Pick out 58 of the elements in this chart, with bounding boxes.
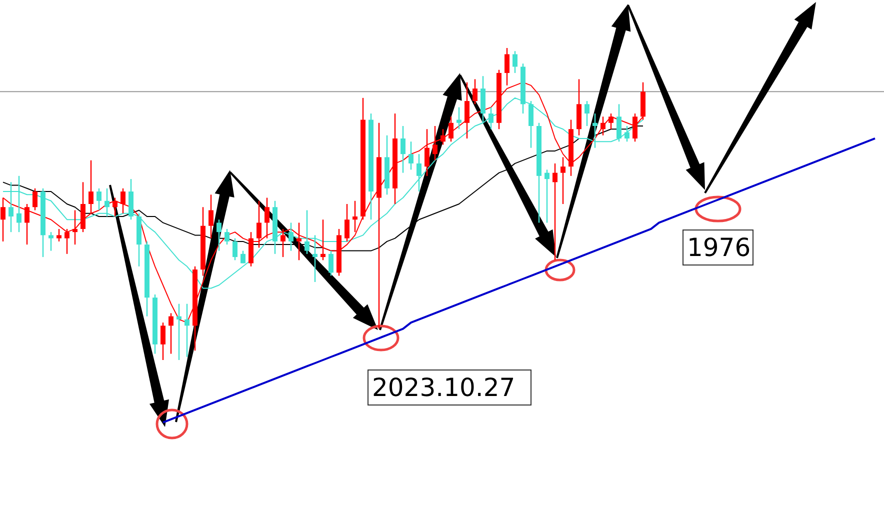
candlestick xyxy=(88,160,94,214)
candlestick xyxy=(224,228,230,246)
candlestick xyxy=(424,128,430,177)
candlestick xyxy=(160,322,166,361)
candlestick xyxy=(600,116,606,136)
candlestick xyxy=(448,116,454,142)
candlestick xyxy=(504,47,510,86)
candlestick xyxy=(16,175,22,233)
candlestick xyxy=(432,125,438,161)
candlestick xyxy=(608,112,614,130)
candlestick xyxy=(208,194,214,239)
candlestick xyxy=(120,188,126,214)
candlestick xyxy=(48,231,54,252)
candlestick xyxy=(544,169,550,224)
candlestick xyxy=(280,228,286,258)
candlestick xyxy=(456,106,462,130)
candlestick xyxy=(560,156,566,205)
candlestick xyxy=(8,182,14,233)
annotation: 1976 xyxy=(687,233,751,262)
candlestick xyxy=(592,112,598,148)
candlestick xyxy=(400,125,406,174)
candlestick xyxy=(632,112,638,142)
candlestick xyxy=(552,162,558,261)
candlestick xyxy=(512,50,518,74)
candlestick xyxy=(216,219,222,252)
candlestick xyxy=(64,228,70,255)
candlestick xyxy=(296,222,302,261)
candlestick xyxy=(352,200,358,233)
candlestick xyxy=(168,312,174,354)
candlestick xyxy=(56,228,62,242)
candlestick xyxy=(320,219,326,261)
candlestick xyxy=(96,188,102,211)
candlestick xyxy=(528,100,534,148)
candlestick xyxy=(112,197,118,218)
candlestick xyxy=(408,141,414,170)
candlestick xyxy=(256,200,262,248)
candlestick xyxy=(304,210,310,255)
candlestick xyxy=(24,203,30,246)
candlestick xyxy=(240,250,246,264)
candlestick xyxy=(264,197,270,239)
candlestick xyxy=(472,78,478,105)
candlestick xyxy=(328,250,334,276)
candlestick xyxy=(616,104,622,142)
candlestick xyxy=(32,188,38,211)
candlestick xyxy=(344,203,350,242)
text: 2023.10.27 xyxy=(372,373,516,402)
candlestick xyxy=(584,100,590,127)
candlestick xyxy=(288,222,294,252)
candlestick xyxy=(312,234,318,283)
candlestick xyxy=(232,238,238,261)
candlestick xyxy=(184,303,190,358)
candlestick xyxy=(104,188,110,218)
candlestick xyxy=(488,106,494,130)
candlestick xyxy=(72,210,78,246)
candlestick xyxy=(416,153,422,192)
candlestick xyxy=(176,303,182,361)
candlestick xyxy=(624,125,630,142)
candlestick xyxy=(440,128,446,146)
